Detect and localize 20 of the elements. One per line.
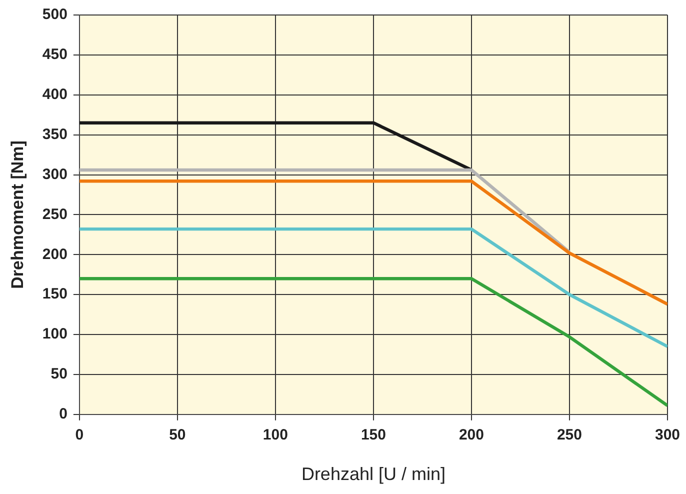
x-tick-label: 200 (458, 426, 484, 444)
y-tick-label: 200 (42, 246, 68, 263)
y-tick-label: 400 (42, 86, 68, 104)
y-tick-label: 300 (42, 166, 68, 183)
x-tick-label: 250 (556, 426, 582, 444)
y-tick-label: 50 (50, 366, 68, 383)
x-tick-label: 0 (75, 426, 84, 444)
y-tick-label: 0 (59, 406, 68, 423)
y-tick-label: 350 (42, 126, 68, 143)
y-tick-label: 250 (42, 206, 68, 223)
x-axis-title: Drehzahl [U / min] (301, 464, 446, 484)
x-tick-label: 50 (169, 426, 186, 444)
y-tick-label: 100 (42, 326, 68, 343)
y-tick-label: 150 (42, 286, 68, 303)
x-tick-label: 300 (654, 426, 680, 444)
x-tick-label: 100 (262, 426, 288, 444)
y-axis-title: Drehmoment [Nm] (8, 140, 27, 289)
x-tick-label: 150 (360, 426, 386, 444)
y-tick-label: 500 (42, 6, 68, 24)
y-tick-label: 450 (42, 46, 68, 64)
